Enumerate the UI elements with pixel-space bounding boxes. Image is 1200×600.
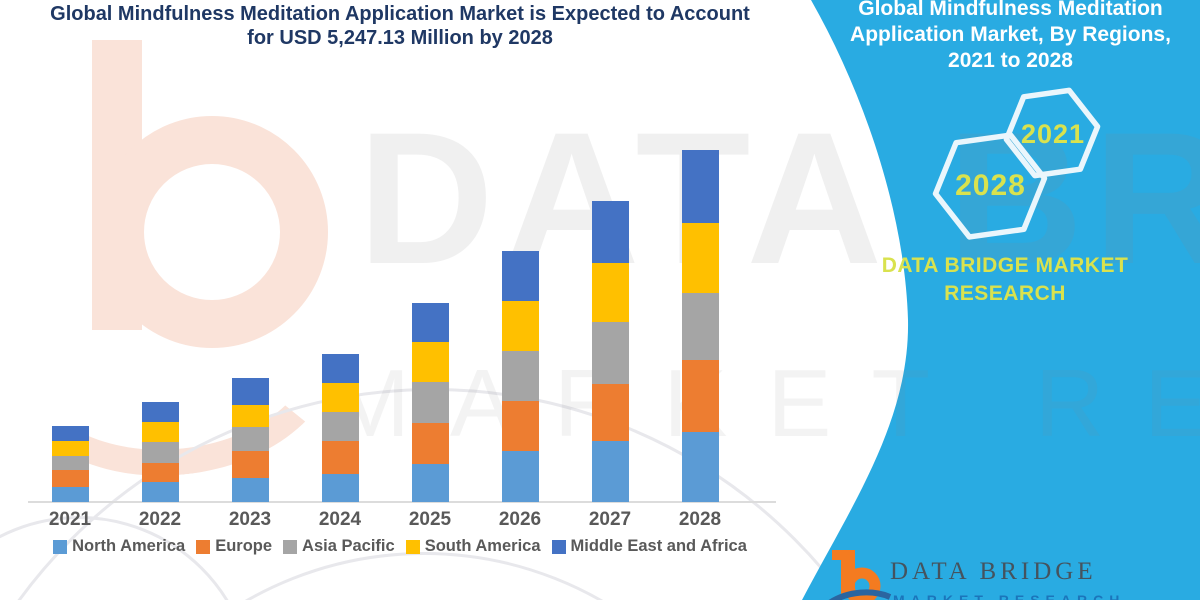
bar-2025: [411, 303, 449, 502]
x-axis-label: 2021: [48, 509, 92, 530]
x-axis-label: 2024: [318, 509, 362, 530]
bar-segment: [51, 440, 89, 457]
x-axis-label: 2028: [678, 509, 722, 530]
legend-label: South America: [424, 537, 541, 555]
legend-item: Asia Pacific: [283, 537, 395, 556]
bar-segment: [501, 351, 539, 402]
bar-segment: [501, 251, 539, 302]
bar-2021: [51, 425, 89, 502]
bar-segment: [681, 431, 719, 502]
legend-label: North America: [72, 537, 186, 555]
bar-segment: [321, 382, 359, 413]
legend-swatch: [405, 539, 420, 554]
bar-segment: [321, 441, 359, 474]
legend-swatch: [53, 539, 68, 554]
bar-segment: [681, 222, 719, 293]
legend-item: South America: [405, 537, 541, 556]
legend-swatch: [196, 539, 211, 554]
bar-segment: [51, 470, 89, 488]
bar-segment: [141, 441, 179, 463]
bar-segment: [141, 481, 179, 502]
bar-segment: [411, 423, 449, 465]
bar-segment: [141, 421, 179, 442]
hexagon-primary-label: 2028: [955, 169, 1026, 202]
bar-segment: [411, 382, 449, 424]
legend-label: Middle East and Africa: [570, 537, 747, 555]
bar-2026: [501, 251, 539, 502]
bar-segment: [141, 402, 179, 422]
bar-segment: [141, 462, 179, 482]
bar-segment: [231, 427, 269, 452]
x-axis-line: [28, 501, 776, 503]
legend-label: Asia Pacific: [302, 537, 395, 555]
bar-2023: [231, 378, 269, 502]
watermark-text-line2: MARKET RESEARCH: [330, 350, 1200, 457]
bar-segment: [591, 321, 629, 384]
bar-segment: [321, 412, 359, 442]
legend-item: Europe: [196, 537, 272, 556]
bar-segment: [51, 456, 89, 471]
x-axis-label: 2022: [138, 509, 182, 530]
watermark-text-line1: DATA BRIDGE: [358, 93, 1200, 303]
side-panel-heading: Global Mindfulness Meditation Applicatio…: [850, 0, 1171, 72]
chart-legend: North America Europe Asia Pacific South Ame…: [10, 537, 790, 556]
x-axis-label: 2027: [588, 509, 632, 530]
x-axis-label: 2023: [228, 509, 272, 530]
bar-segment: [681, 360, 719, 432]
bar-segment: [321, 354, 359, 383]
bar-segment: [501, 451, 539, 502]
x-axis-label: 2025: [408, 509, 452, 530]
bar-2027: [591, 200, 629, 502]
bar-segment: [411, 303, 449, 343]
legend-item: Middle East and Africa: [551, 537, 747, 556]
chart-title: Global Mindfulness Meditation Applicatio…: [50, 3, 750, 49]
bar-2022: [141, 402, 179, 502]
bar-segment: [231, 405, 269, 428]
footer-brand-line2: MARKET RESEARCH: [893, 592, 1126, 600]
bar-segment: [501, 301, 539, 352]
bar-segment: [591, 200, 629, 263]
legend-label: Europe: [215, 537, 273, 555]
legend-swatch: [283, 539, 298, 554]
bar-segment: [411, 464, 449, 502]
bar-segment: [231, 478, 269, 502]
hexagon-2021: [1003, 87, 1101, 179]
bar-segment: [411, 342, 449, 383]
bar-segment: [681, 292, 719, 361]
bar-segment: [681, 150, 719, 223]
bar-segment: [231, 378, 269, 406]
bar-segment: [591, 262, 629, 322]
legend-item: North America: [53, 537, 185, 556]
footer-brand-line1: DATA BRIDGE: [890, 558, 1097, 585]
bar-segment: [501, 401, 539, 452]
bar-segment: [231, 451, 269, 479]
bar-2024: [321, 354, 359, 502]
bar-segment: [51, 425, 89, 441]
side-panel-brand-text: DATA BRIDGE MARKET RESEARCH: [881, 254, 1129, 305]
bar-2028: [681, 150, 719, 502]
bar-segment: [591, 383, 629, 441]
x-axis-label: 2026: [498, 509, 542, 530]
bar-segment: [321, 473, 359, 502]
hexagon-secondary-label: 2021: [1020, 119, 1086, 149]
bar-segment: [51, 487, 89, 502]
legend-swatch: [551, 539, 566, 554]
data-bridge-logo-icon: [828, 550, 892, 600]
bar-segment: [591, 440, 629, 502]
